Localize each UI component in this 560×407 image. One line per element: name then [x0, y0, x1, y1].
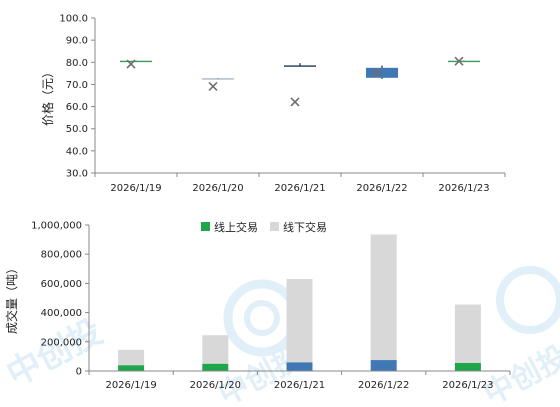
price-x-tick-label: 2026/1/20 — [192, 183, 243, 194]
price-y-tick-label: 60.0 — [66, 102, 88, 113]
price-y-tick-label: 50.0 — [66, 124, 88, 135]
volume-x-tick-label: 2026/1/19 — [105, 380, 156, 391]
watermark-text-right: 中创投 — [478, 339, 560, 407]
volume-y-tick-label: 1,000,000 — [31, 221, 82, 232]
price-y-tick-label: 70.0 — [66, 80, 88, 91]
price-x-tick-label: 2026/1/23 — [438, 183, 489, 194]
volume-x-tick-label: 2026/1/22 — [358, 380, 409, 391]
volume-bar-offline — [286, 279, 313, 363]
volume-bar-online — [454, 362, 481, 371]
price-box — [120, 60, 152, 63]
volume-bar-online — [286, 362, 313, 371]
price-y-tick-label: 40.0 — [66, 146, 88, 157]
volume-bar-offline — [118, 349, 145, 366]
price-y-tick-label: 100.0 — [59, 14, 88, 25]
volume-stacked-bar-chart: 0 200,000 400,000 600,000 800,000 1,000,000 2… — [4, 220, 511, 391]
price-y-tick-label: 80.0 — [66, 58, 88, 69]
price-average-marker — [290, 97, 300, 107]
volume-bar-offline — [202, 335, 229, 364]
volume-bar-offline — [370, 234, 397, 361]
volume-bar-offline — [454, 304, 481, 363]
legend-label-online: 线上交易 — [214, 220, 258, 234]
legend-swatch-offline — [270, 222, 279, 231]
volume-bar-online — [118, 365, 145, 371]
volume-y-tick-label: 0 — [76, 367, 82, 378]
volume-y-tick-label: 600,000 — [41, 279, 82, 290]
volume-bar-online — [370, 360, 397, 371]
price-box — [202, 78, 234, 80]
volume-y-tick-label: 400,000 — [41, 308, 82, 319]
price-x-tick-label: 2026/1/19 — [110, 183, 161, 194]
price-average-marker — [372, 68, 382, 78]
price-box — [448, 60, 480, 63]
volume-x-tick-label: 2026/1/21 — [274, 380, 325, 391]
price-average-marker — [208, 81, 218, 91]
price-x-tick-label: 2026/1/21 — [274, 183, 325, 194]
price-y-tick-label: 90.0 — [66, 36, 88, 47]
volume-x-tick-label: 2026/1/23 — [442, 380, 493, 391]
price-box — [284, 65, 316, 67]
price-average-marker — [454, 56, 464, 66]
volume-bar-online — [202, 363, 229, 371]
legend-label-offline: 线下交易 — [283, 220, 327, 234]
volume-x-tick-label: 2026/1/20 — [190, 380, 241, 391]
price-candlestick-chart: 30.0 40.0 50.0 60.0 70.0 80.0 90.0 100.0 2026/1… — [40, 14, 506, 194]
price-x-tick-label: 2026/1/22 — [356, 183, 407, 194]
volume-y-tick-label: 200,000 — [41, 337, 82, 348]
price-y-tick-label: 30.0 — [66, 169, 88, 180]
legend-swatch-online — [201, 222, 210, 231]
volume-legend: 线上交易 线下交易 — [201, 220, 327, 234]
volume-y-axis-title: 成交量（吨） — [4, 262, 19, 334]
volume-y-tick-label: 800,000 — [41, 250, 82, 261]
price-y-axis-title: 价格（元） — [40, 66, 55, 126]
price-average-marker — [126, 59, 136, 69]
price-box — [366, 67, 398, 78]
